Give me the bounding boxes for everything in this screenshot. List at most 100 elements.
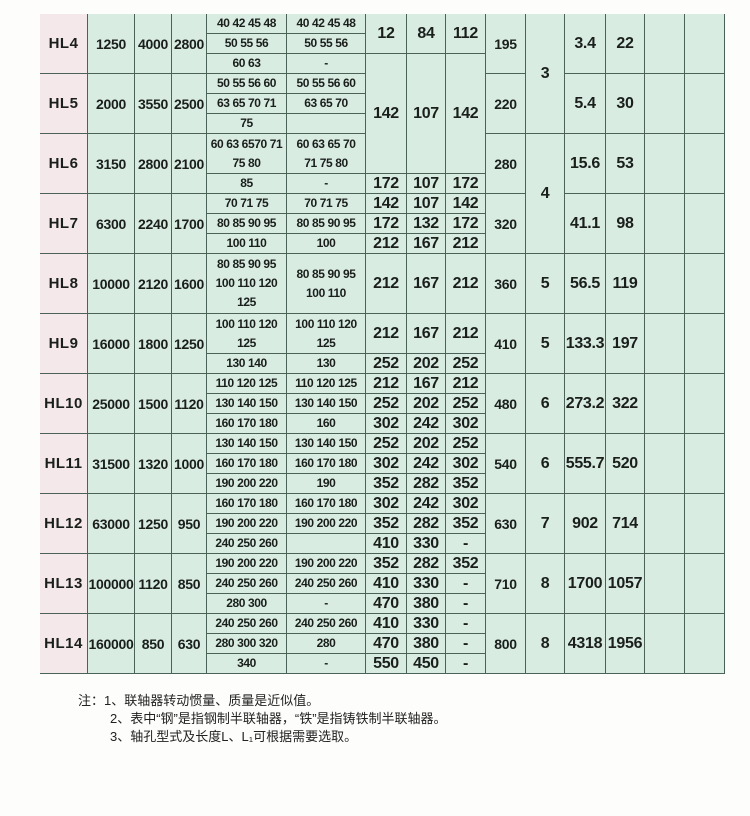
bore-steel-cell: 160 170 180: [207, 494, 287, 514]
length-l2-cell: 352: [446, 514, 486, 534]
mass-cell: 53: [606, 134, 645, 194]
bore-steel-cell: 160 170 180: [207, 414, 287, 434]
length-l2-cell: -: [446, 654, 486, 674]
empty-cell: [685, 614, 725, 674]
model-cell: HL13: [40, 554, 88, 614]
bore-steel-cell: 50 55 56: [207, 34, 287, 54]
torque-cell: 160000: [88, 614, 135, 674]
speed-steel-cell: 850: [135, 614, 172, 674]
bore-iron-cell: 100 110 120 125: [287, 314, 366, 354]
length-l1-cell: 330: [407, 614, 446, 634]
length-l1-cell: 84: [407, 14, 446, 54]
mass-cell: 30: [606, 74, 645, 134]
length-l1-cell: 282: [407, 554, 446, 574]
bore-iron-cell: 190 200 220: [287, 554, 366, 574]
diameter-cell: 195: [486, 14, 526, 74]
length-l1-cell: 107: [407, 194, 446, 214]
bore-steel-cell: 340: [207, 654, 287, 674]
mass-cell: 98: [606, 194, 645, 254]
model-cell: HL7: [40, 194, 88, 254]
length-l2-cell: -: [446, 614, 486, 634]
length-l2-cell: 142: [446, 54, 486, 174]
length-l1-cell: 132: [407, 214, 446, 234]
length-l-cell: 410: [366, 614, 407, 634]
torque-cell: 25000: [88, 374, 135, 434]
empty-cell: [645, 494, 685, 554]
empty-cell: [685, 314, 725, 374]
group-cell: 8: [526, 554, 565, 614]
mass-cell: 197: [606, 314, 645, 374]
bore-iron-cell: 160: [287, 414, 366, 434]
length-l-cell: 302: [366, 494, 407, 514]
note-1: 注：1、联轴器转动惯量、质量是近似值。: [78, 693, 320, 708]
torque-cell: 6300: [88, 194, 135, 254]
group-cell: 5: [526, 314, 565, 374]
speed-steel-cell: 1320: [135, 434, 172, 494]
bore-iron-cell: -: [287, 174, 366, 194]
length-l1-cell: 167: [407, 374, 446, 394]
diameter-cell: 280: [486, 134, 526, 194]
diameter-cell: 630: [486, 494, 526, 554]
torque-cell: 100000: [88, 554, 135, 614]
bore-steel-cell: 40 42 45 48: [207, 14, 287, 34]
inertia-cell: 4318: [565, 614, 606, 674]
inertia-cell: 56.5: [565, 254, 606, 314]
bore-steel-cell: 75: [207, 114, 287, 134]
speed-steel-cell: 4000: [135, 14, 172, 74]
length-l2-cell: 112: [446, 14, 486, 54]
bore-iron-cell: [287, 534, 366, 554]
note-2: 2、表中“钢”是指钢制半联轴器，“铁”是指铸铁制半联轴器。: [110, 711, 447, 726]
length-l2-cell: 352: [446, 474, 486, 494]
length-l-cell: 12: [366, 14, 407, 54]
length-l1-cell: 380: [407, 594, 446, 614]
bore-steel-cell: 70 71 75: [207, 194, 287, 214]
speed-iron-cell: 2500: [172, 74, 207, 134]
diameter-cell: 410: [486, 314, 526, 374]
speed-iron-cell: 2100: [172, 134, 207, 194]
length-l2-cell: 212: [446, 254, 486, 314]
empty-cell: [685, 74, 725, 134]
diameter-cell: 710: [486, 554, 526, 614]
speed-steel-cell: 1800: [135, 314, 172, 374]
group-cell: 6: [526, 434, 565, 494]
length-l1-cell: 242: [407, 494, 446, 514]
length-l-cell: 470: [366, 634, 407, 654]
mass-cell: 714: [606, 494, 645, 554]
empty-cell: [645, 434, 685, 494]
group-cell: 3: [526, 14, 565, 134]
empty-cell: [685, 554, 725, 614]
bore-iron-cell: 160 170 180: [287, 454, 366, 474]
note-3: 3、轴孔型式及长度L、L₁可根据需要选取。: [110, 729, 358, 744]
bore-steel-cell: 190 200 220: [207, 514, 287, 534]
speed-steel-cell: 2800: [135, 134, 172, 194]
model-cell: HL12: [40, 494, 88, 554]
bore-steel-cell: 280 300 320: [207, 634, 287, 654]
model-cell: HL9: [40, 314, 88, 374]
torque-cell: 10000: [88, 254, 135, 314]
bore-iron-cell: 100: [287, 234, 366, 254]
length-l2-cell: -: [446, 534, 486, 554]
speed-steel-cell: 1500: [135, 374, 172, 434]
group-cell: 4: [526, 134, 565, 254]
length-l1-cell: 167: [407, 234, 446, 254]
diameter-cell: 360: [486, 254, 526, 314]
diameter-cell: 320: [486, 194, 526, 254]
empty-cell: [685, 374, 725, 434]
speed-iron-cell: 1000: [172, 434, 207, 494]
length-l-cell: 302: [366, 454, 407, 474]
length-l2-cell: 352: [446, 554, 486, 574]
empty-cell: [645, 314, 685, 374]
speed-steel-cell: 2240: [135, 194, 172, 254]
speed-steel-cell: 1120: [135, 554, 172, 614]
length-l-cell: 550: [366, 654, 407, 674]
bore-iron-cell: 80 85 90 95: [287, 214, 366, 234]
coupling-spec-table: HL4 1250 4000 2800 195 3.4 22 HL5 2000 3550 2500 22…: [40, 14, 725, 674]
empty-cell: [685, 254, 725, 314]
speed-steel-cell: 2120: [135, 254, 172, 314]
length-l2-cell: 302: [446, 494, 486, 514]
length-l-cell: 470: [366, 594, 407, 614]
bore-iron-cell: 240 250 260: [287, 614, 366, 634]
length-l1-cell: 450: [407, 654, 446, 674]
speed-iron-cell: 1250: [172, 314, 207, 374]
length-l2-cell: 252: [446, 434, 486, 454]
